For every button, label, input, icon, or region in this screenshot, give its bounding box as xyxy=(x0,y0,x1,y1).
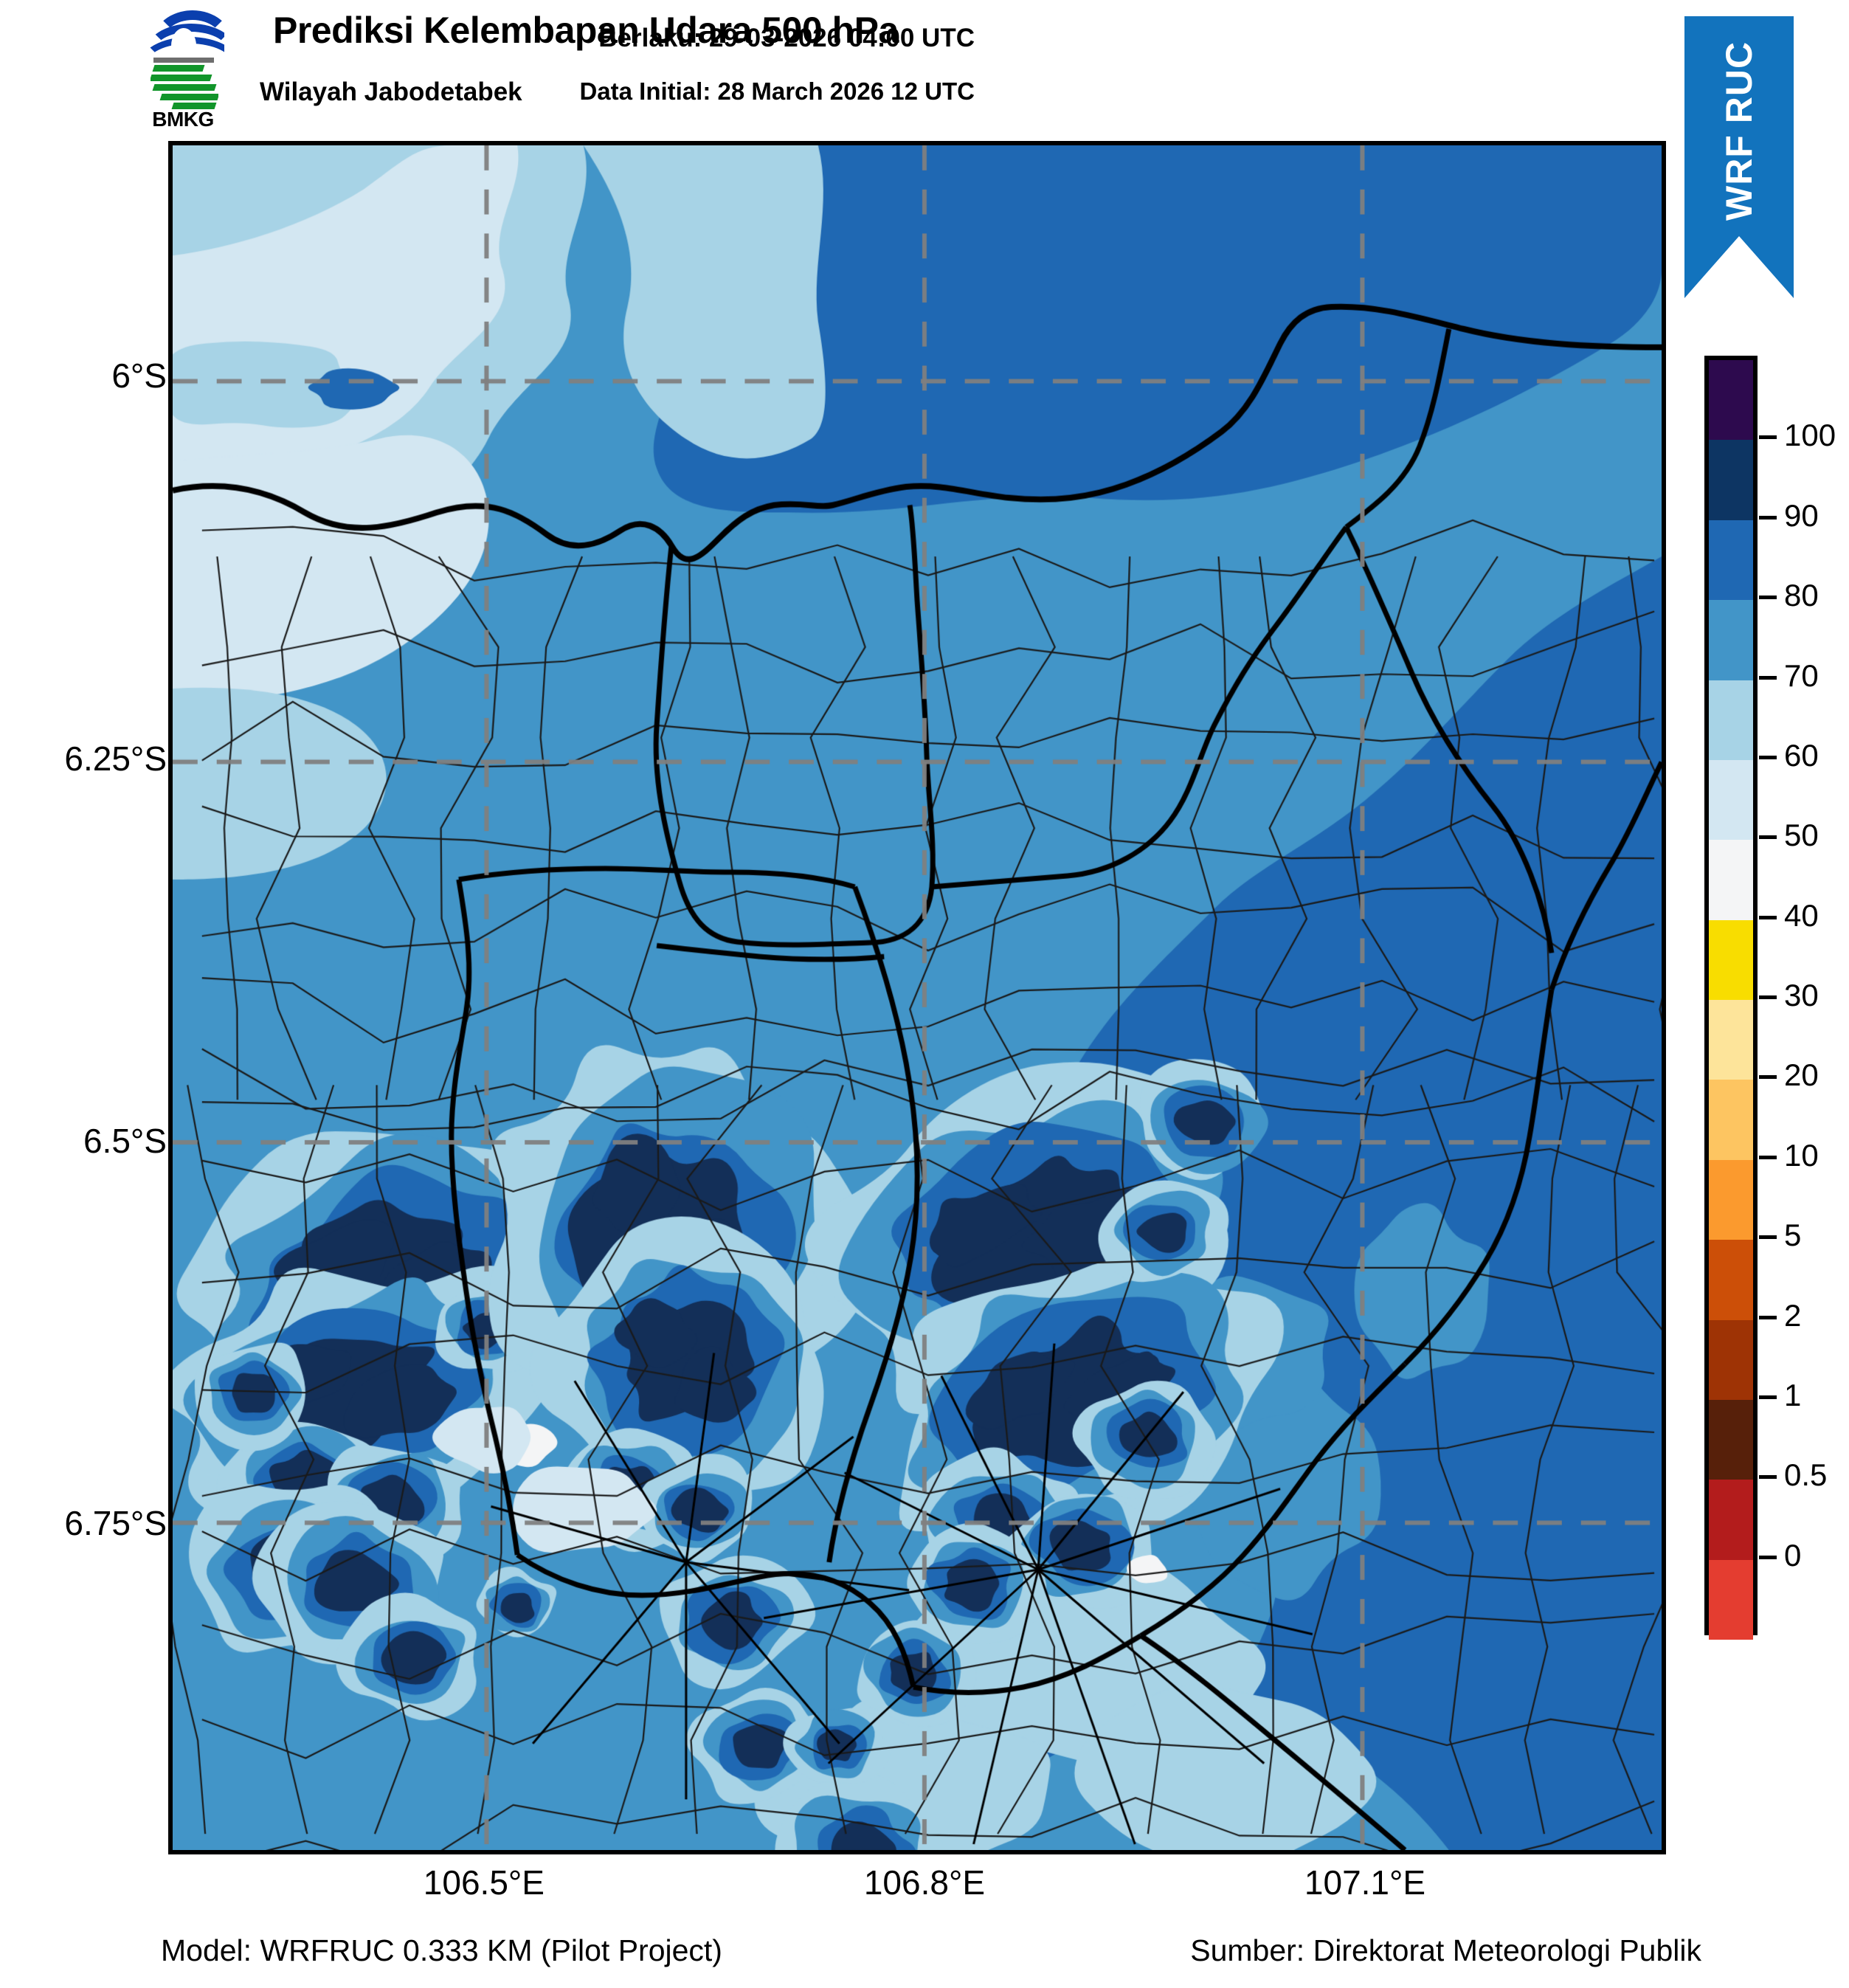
logo-divider-bar xyxy=(153,58,214,63)
colorbar-tick-label: 0 xyxy=(1784,1537,1802,1573)
logo-sky-arcs xyxy=(142,6,224,59)
humidity-field-canvas xyxy=(173,145,1662,1850)
colorbar-tick-label: 30 xyxy=(1784,978,1819,1012)
colorbar-tick xyxy=(1759,835,1777,840)
colorbar-tick-label: 0.5 xyxy=(1784,1457,1828,1493)
colorbar-segment xyxy=(1709,1080,1753,1160)
colorbar xyxy=(1704,356,1758,1640)
colorbar-tick xyxy=(1759,1475,1777,1480)
colorbar-tick xyxy=(1759,1395,1777,1399)
forecast-map[interactable] xyxy=(168,141,1666,1854)
colorbar-tick xyxy=(1759,1075,1777,1080)
longitude-tick-label: 106.8°E xyxy=(863,1863,986,1902)
valid-time-label: Berlaku: 29-03-2026 04:00 UTC xyxy=(598,24,975,52)
colorbar-segment xyxy=(1709,360,1753,441)
colorbar-segment xyxy=(1709,1000,1753,1080)
logo-green-stripes xyxy=(151,65,218,109)
colorbar-tick-label: 70 xyxy=(1784,658,1819,693)
colorbar-segment xyxy=(1709,1319,1753,1400)
latitude-tick-label: 6.75°S xyxy=(64,1504,167,1543)
colorbar-tick xyxy=(1759,515,1777,520)
colorbar-segment xyxy=(1709,1480,1753,1560)
colorbar-segment xyxy=(1709,680,1753,760)
colorbar-tick xyxy=(1759,435,1777,440)
colorbar-tick-label: 80 xyxy=(1784,578,1819,613)
colorbar-tick xyxy=(1759,1555,1777,1559)
colorbar-segment xyxy=(1709,759,1753,841)
footer-source-label: Sumber: Direktorat Meteorologi Publik xyxy=(1190,1933,1701,1967)
colorbar-tick xyxy=(1759,995,1777,999)
colorbar-tick-label: 10 xyxy=(1784,1137,1819,1173)
colorbar-tick xyxy=(1759,1315,1777,1319)
colorbar-tick xyxy=(1759,1155,1777,1159)
colorbar-segment xyxy=(1709,919,1753,1000)
longitude-tick-label: 106.5°E xyxy=(423,1863,545,1902)
model-ribbon-badge: WRF RUC xyxy=(1684,16,1794,298)
colorbar-segment xyxy=(1709,1159,1753,1240)
colorbar-segment xyxy=(1709,600,1753,680)
colorbar-segment xyxy=(1709,840,1753,920)
model-ribbon-label: WRF RUC xyxy=(1718,41,1760,221)
colorbar-tick xyxy=(1759,596,1777,600)
colorbar-tick-label: 20 xyxy=(1784,1057,1819,1093)
colorbar-tick xyxy=(1759,675,1777,680)
bmkg-logo: BMKG xyxy=(142,6,224,131)
latitude-tick-label: 6.5°S xyxy=(83,1121,167,1160)
footer-model-label: Model: WRFRUC 0.333 KM (Pilot Project) xyxy=(161,1933,722,1967)
colorbar-segment xyxy=(1709,1399,1753,1480)
page-header: BMKG Prediksi Kelembapan Udara 500 hPa W… xyxy=(0,0,1849,137)
longitude-tick-label: 107.1°E xyxy=(1304,1863,1426,1902)
page-subtitle: Wilayah Jabodetabek xyxy=(260,77,522,106)
colorbar-tick-label: 1 xyxy=(1784,1377,1802,1412)
page-title: Prediksi Kelembapan Udara 500 hPa xyxy=(273,10,899,51)
latitude-tick-label: 6°S xyxy=(111,356,167,396)
colorbar-segment xyxy=(1709,1559,1753,1640)
colorbar-segment xyxy=(1709,1240,1753,1320)
colorbar-tick-label: 90 xyxy=(1784,497,1819,533)
colorbar-tick-label: 5 xyxy=(1784,1218,1802,1253)
colorbar-tick-label: 40 xyxy=(1784,897,1819,933)
logo-wordmark: BMKG xyxy=(152,108,214,131)
colorbar-tick-label: 50 xyxy=(1784,818,1819,853)
colorbar-tick xyxy=(1759,915,1777,919)
colorbar-tick-label: 2 xyxy=(1784,1297,1802,1333)
colorbar-tick-label: 100 xyxy=(1784,418,1836,453)
colorbar-segment xyxy=(1709,520,1753,601)
colorbar-tick-label: 60 xyxy=(1784,737,1819,773)
colorbar-segment xyxy=(1709,440,1753,520)
colorbar-tick xyxy=(1759,755,1777,759)
colorbar-tick xyxy=(1759,1235,1777,1240)
latitude-tick-label: 6.25°S xyxy=(64,739,167,778)
data-initial-label: Data Initial: 28 March 2026 12 UTC xyxy=(579,77,975,105)
